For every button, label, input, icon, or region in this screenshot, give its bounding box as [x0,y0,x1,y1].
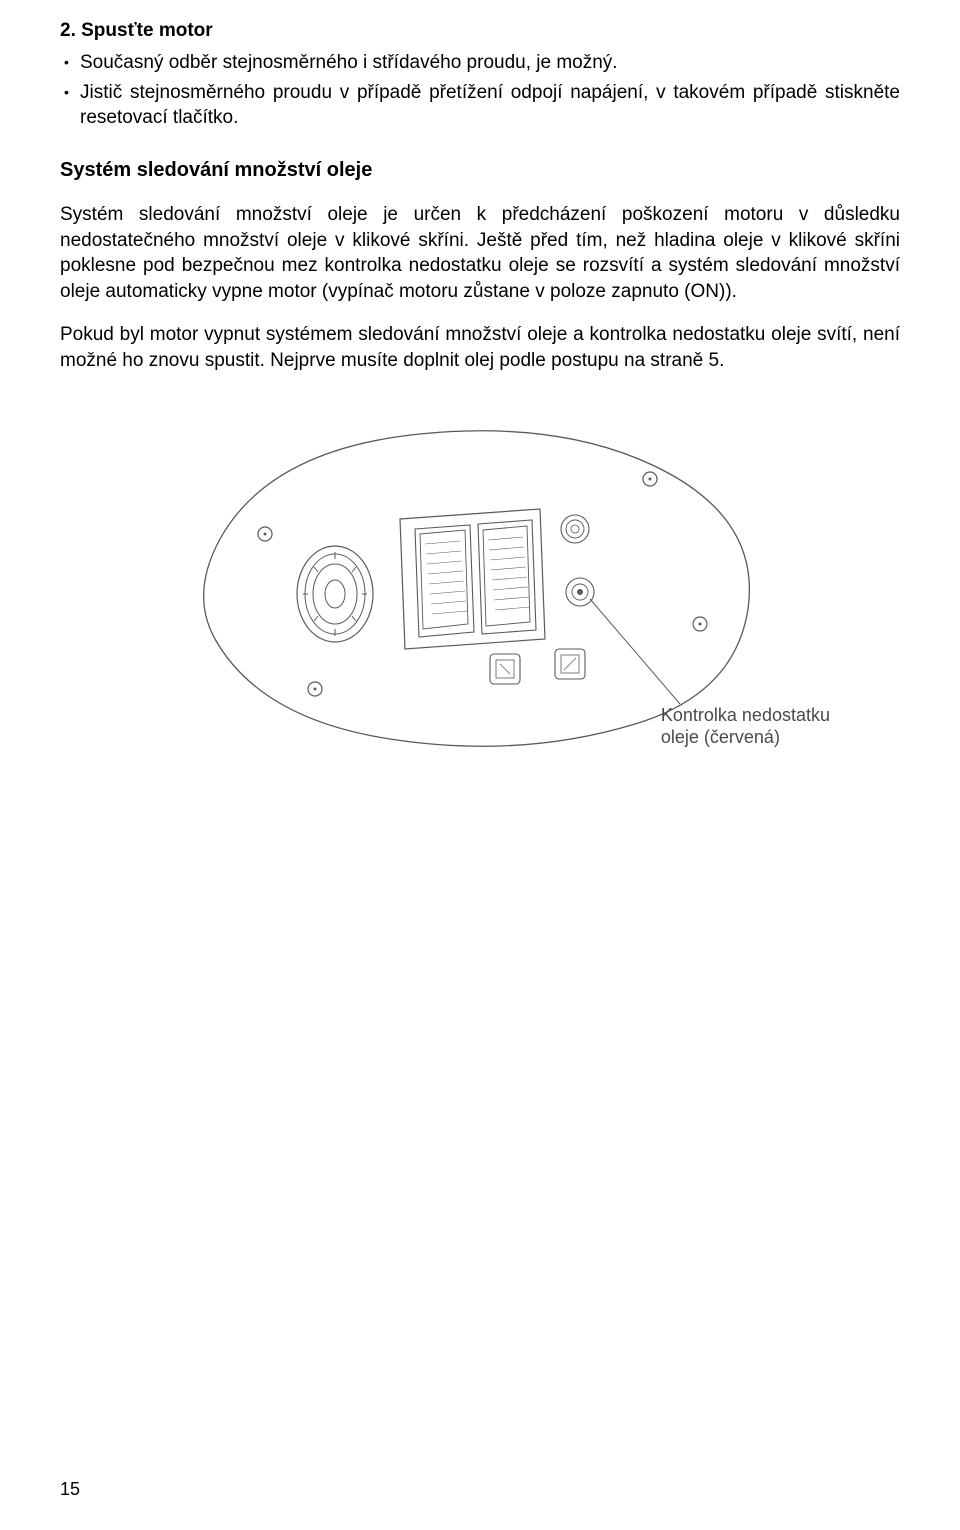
ac-outlet-icon [400,509,545,649]
panel-svg [160,394,800,814]
diagram-caption: Kontrolka nedostatku oleje (červená) [661,704,830,749]
paragraph: Pokud byl motor vypnut systémem sledován… [60,322,900,373]
section-heading: Systém sledování množství oleje [60,159,900,182]
button-icon [561,515,589,543]
bullet-item: Současný odběr stejnosměrného i střídavé… [60,50,900,76]
oil-indicator-icon [566,578,594,606]
panel-diagram: Kontrolka nedostatku oleje (červená) [160,394,800,814]
paragraph: Systém sledování množství oleje je určen… [60,202,900,305]
dc-socket-icon [297,546,373,642]
caption-line: Kontrolka nedostatku [661,705,830,725]
switch-icon [555,649,585,679]
bullet-item: Jistič stejnosměrného proudu v případě p… [60,80,900,131]
step-heading: 2. Spusťte motor [60,20,900,42]
bullet-list: Současný odběr stejnosměrného i střídavé… [60,50,900,131]
caption-line: oleje (červená) [661,727,780,747]
switch-icon [490,654,520,684]
page-number: 15 [60,1479,80,1500]
